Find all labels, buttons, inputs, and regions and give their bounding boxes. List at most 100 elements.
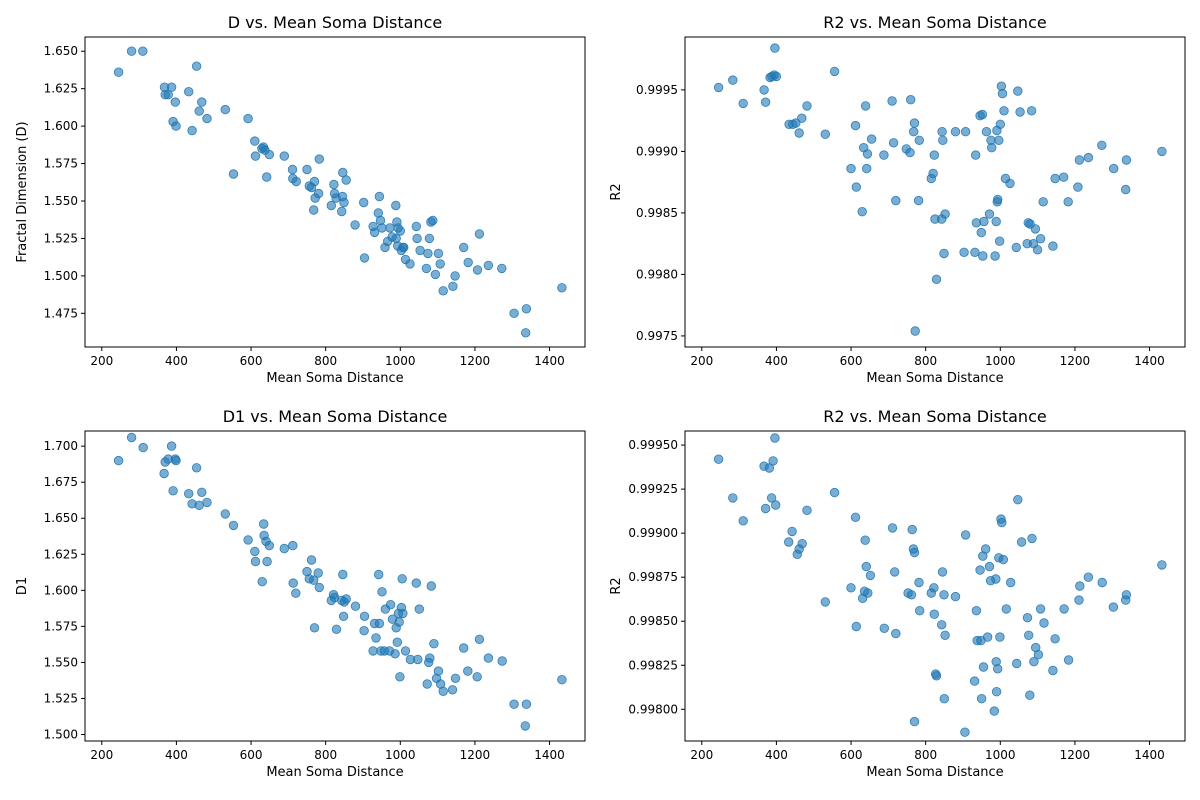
data-point — [960, 126, 971, 137]
x-tick-label: 1400 — [534, 748, 565, 762]
data-point — [337, 206, 347, 217]
data-point — [423, 248, 433, 259]
data-point — [250, 151, 261, 161]
data-point — [995, 632, 1005, 642]
x-axis-label: Mean Soma Distance — [866, 371, 1003, 386]
subplot-1: D vs. Mean Soma Distance 200 400 600 800 1000… — [15, 13, 586, 386]
data-point — [309, 176, 320, 187]
data-point — [424, 233, 435, 244]
chart-title: D1 vs. Mean Soma Distance — [223, 407, 448, 426]
data-point — [989, 706, 1000, 716]
x-axis-label: Mean Soma Distance — [866, 765, 1003, 780]
data-point — [993, 664, 1003, 674]
data-point — [395, 226, 406, 236]
y-tick-label: 0.9975 — [636, 329, 678, 343]
data-point — [414, 604, 425, 614]
data-point — [929, 583, 939, 593]
y-tick-label: 1.700 — [44, 439, 78, 453]
data-point — [430, 269, 441, 280]
scatter-points — [113, 432, 567, 731]
data-point — [1029, 657, 1039, 667]
data-point — [791, 118, 801, 128]
data-point — [768, 456, 778, 466]
data-point — [359, 197, 369, 208]
data-point — [415, 245, 425, 256]
data-point — [997, 517, 1007, 528]
data-point — [802, 505, 812, 516]
data-point — [302, 164, 312, 175]
data-point — [171, 121, 181, 131]
data-point — [433, 248, 444, 259]
y-tick-label: 0.99800 — [628, 702, 678, 716]
data-point — [1022, 613, 1033, 623]
data-point — [339, 197, 349, 208]
y-tick-label: 1.525 — [44, 691, 78, 705]
data-point — [257, 577, 267, 587]
data-point — [405, 259, 415, 269]
data-point — [820, 129, 831, 139]
data-point — [915, 606, 925, 616]
y-tick-label: 1.625 — [44, 547, 78, 561]
data-point — [392, 637, 403, 647]
axes-frame — [84, 36, 586, 348]
data-point — [398, 608, 408, 619]
data-point — [459, 643, 469, 653]
data-point — [331, 624, 342, 635]
data-point — [891, 195, 901, 206]
data-point — [374, 618, 385, 629]
data-point — [960, 530, 971, 540]
data-point — [993, 194, 1003, 205]
data-point — [250, 546, 260, 557]
data-point — [314, 582, 325, 593]
data-point — [1048, 665, 1058, 676]
data-point — [759, 85, 769, 95]
x-tick-label: 800 — [314, 748, 337, 762]
data-point — [472, 265, 483, 275]
data-point — [338, 569, 348, 580]
data-point — [509, 699, 519, 709]
y-tick-label: 1.550 — [44, 655, 78, 669]
data-point — [159, 468, 169, 479]
data-point — [990, 251, 1000, 261]
data-point — [220, 509, 231, 519]
data-point — [991, 687, 1002, 697]
y-tick-label: 0.99925 — [628, 482, 678, 496]
data-point — [1048, 241, 1058, 251]
x-tick-label: 1200 — [460, 748, 491, 762]
x-axis-label: Mean Soma Distance — [266, 371, 403, 386]
data-point — [978, 251, 988, 261]
y-tick-label: 0.9990 — [636, 144, 678, 158]
data-point — [905, 147, 915, 158]
y-tick-label: 1.650 — [44, 511, 78, 525]
data-point — [1033, 650, 1044, 660]
data-point — [521, 304, 532, 314]
y-tick-label: 1.575 — [44, 157, 78, 171]
data-point — [459, 242, 469, 253]
data-point — [1013, 495, 1023, 505]
data-point — [1074, 155, 1085, 165]
data-point — [1025, 690, 1035, 700]
data-point — [463, 666, 473, 676]
data-point — [1083, 572, 1094, 582]
data-point — [385, 223, 395, 233]
y-tick-label: 1.600 — [44, 583, 78, 597]
data-point — [982, 632, 993, 642]
x-tick-label: 200 — [690, 748, 713, 762]
y-tick-label: 1.500 — [44, 728, 78, 742]
data-point — [385, 600, 396, 610]
data-point — [787, 526, 797, 537]
data-point — [1108, 163, 1119, 174]
data-point — [1059, 604, 1069, 614]
data-point — [1039, 618, 1049, 628]
data-point — [557, 675, 567, 685]
data-point — [1016, 537, 1027, 547]
data-point — [937, 567, 948, 577]
data-point — [984, 209, 995, 219]
data-point — [483, 260, 494, 271]
y-axis-label: Fractal Dimension (D) — [15, 121, 30, 262]
data-point — [846, 583, 856, 593]
x-tick-label: 200 — [90, 748, 113, 762]
data-point — [959, 247, 969, 258]
y-tick-label: 1.525 — [44, 231, 78, 245]
x-tick-label: 1200 — [1060, 354, 1091, 368]
